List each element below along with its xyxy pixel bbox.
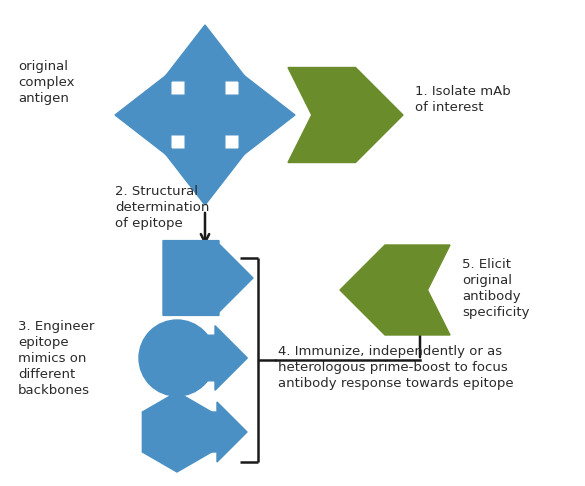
Polygon shape bbox=[163, 241, 253, 315]
Polygon shape bbox=[340, 245, 450, 335]
Text: original
complex
antigen: original complex antigen bbox=[18, 60, 74, 105]
Text: 1. Isolate mAb
of interest: 1. Isolate mAb of interest bbox=[415, 85, 511, 114]
Polygon shape bbox=[211, 402, 247, 462]
Text: 2. Structural
determination
of epitope: 2. Structural determination of epitope bbox=[115, 185, 209, 230]
Text: 4. Immunize, independently or as
heterologous prime-boost to focus
antibody resp: 4. Immunize, independently or as heterol… bbox=[278, 345, 514, 390]
Polygon shape bbox=[288, 68, 403, 162]
Polygon shape bbox=[142, 392, 212, 472]
Circle shape bbox=[139, 320, 215, 396]
Polygon shape bbox=[200, 326, 247, 390]
Text: 5. Elicit
original
antibody
specificity: 5. Elicit original antibody specificity bbox=[462, 258, 529, 319]
Text: 3. Engineer
epitope
mimics on
different
backbones: 3. Engineer epitope mimics on different … bbox=[18, 320, 94, 397]
Polygon shape bbox=[115, 25, 295, 205]
